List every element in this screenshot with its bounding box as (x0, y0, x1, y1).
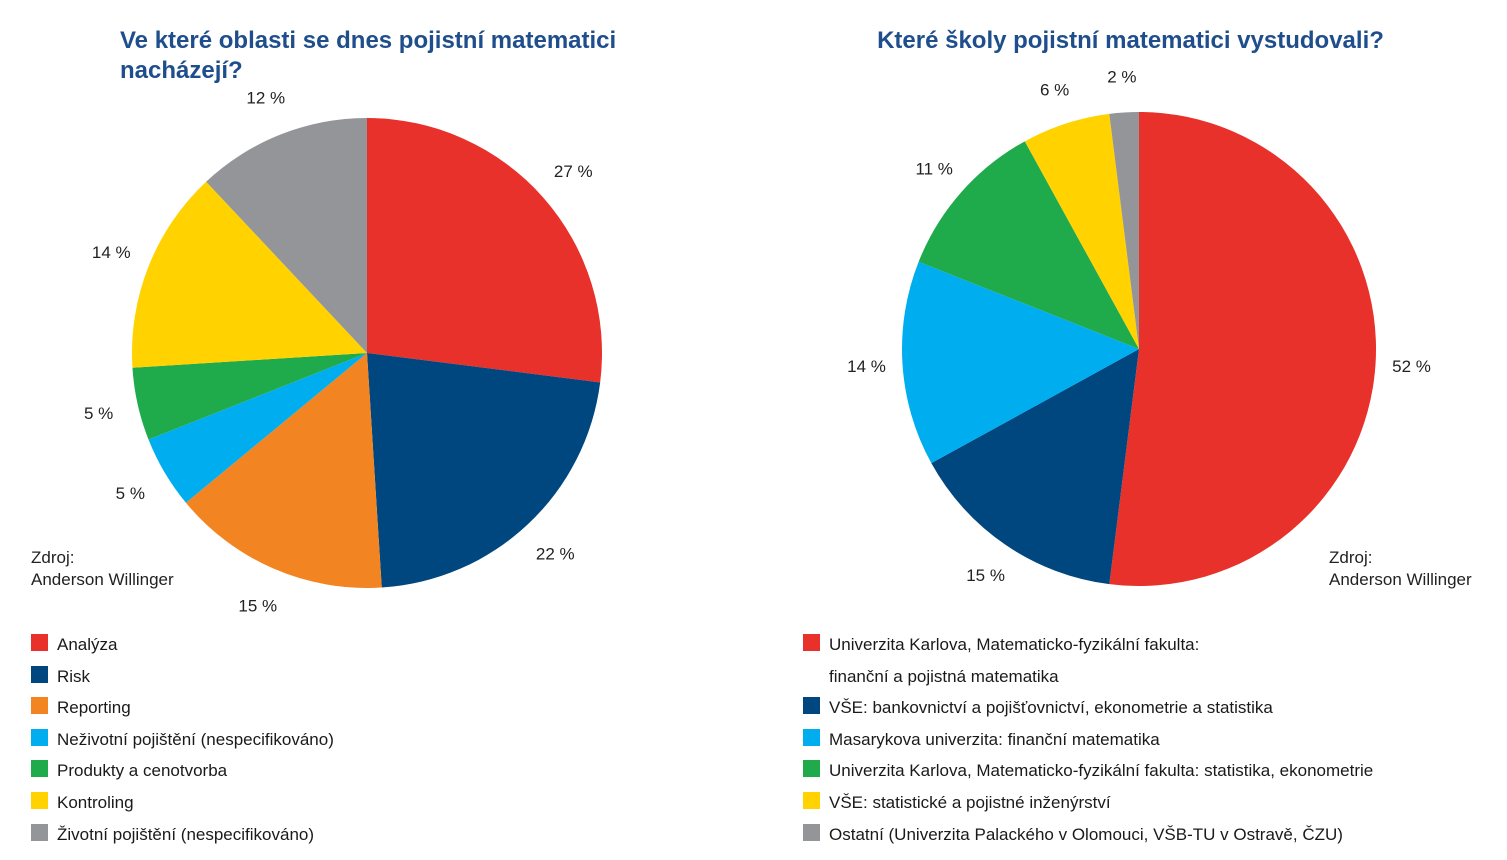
slice-value-label: 5 % (116, 484, 145, 503)
pie-chart: 27 % 22 % 15 % 5 % 5 % 14 % 12 % (84, 88, 603, 615)
slice-value-label: 12 % (246, 88, 285, 107)
legend-swatch (31, 665, 48, 683)
legend: Analýza Risk Reporting Neživotní pojištění … (31, 629, 334, 850)
legend-label: Životní pojištění (nespecifikováno) (57, 824, 315, 844)
slice-value-label: 6 % (1040, 80, 1069, 99)
legend-label: Univerzita Karlova, Matematicko-fyzikáln… (829, 761, 1374, 781)
pie-slice (148, 353, 367, 503)
pie-slice (1109, 112, 1139, 349)
pie-chart: 52 % 15 % 14 % 11 % 6 % 2 % (847, 68, 1431, 586)
legend: Univerzita Karlova, Matematicko-fyzikáln… (803, 629, 1373, 850)
slice-value-label: 15 % (238, 596, 277, 615)
legend-item: Univerzita Karlova, Matematicko-fyzikáln… (803, 755, 1373, 787)
pie-slice (206, 118, 367, 353)
legend-swatch (31, 728, 48, 746)
legend-label: Univerzita Karlova, Matematicko-fyzikáln… (829, 635, 1200, 654)
source-note: Zdroj: Anderson Willinger (1329, 547, 1472, 591)
slice-value-label: 52 % (1392, 357, 1431, 376)
legend-swatch (31, 697, 48, 715)
legend-label: Masarykova univerzita: finanční matemati… (829, 729, 1160, 749)
chart-right: Které školy pojistní matematici vystudov… (754, 0, 1507, 860)
source-label: Zdroj: (1329, 548, 1373, 567)
slice-value-label: 14 % (847, 357, 886, 376)
legend-label: Ostatní (Univerzita Palackého v Olomouci… (829, 824, 1343, 844)
pie-slice (901, 261, 1139, 464)
legend-label: VŠE: bankovnictví a pojišťovnictví, ekon… (829, 698, 1273, 718)
legend-swatch (31, 760, 48, 778)
slice-value-label: 5 % (84, 404, 113, 423)
legend-swatch (803, 760, 820, 778)
slice-value-label: 14 % (92, 243, 131, 262)
chart-title: Které školy pojistní matematici vystudov… (877, 27, 1384, 54)
slice-value-label: 27 % (554, 162, 593, 181)
legend-swatch (31, 634, 48, 651)
legend-swatch (803, 791, 820, 809)
legend-label: VŠE: statistické a pojistné inženýrství (829, 792, 1111, 812)
legend-label: Kontroling (57, 792, 134, 812)
legend-label: finanční a pojistná matematika (829, 666, 1059, 686)
pie-slice (1024, 113, 1139, 350)
legend-swatch (31, 823, 48, 841)
legend-item: Kontroling (31, 787, 334, 819)
legend-item: Produkty a cenotvorba (31, 755, 334, 787)
legend-item: Reporting (31, 692, 334, 724)
pie-slice (1109, 112, 1377, 586)
legend-item: Univerzita Karlova, Matematicko-fyzikáln… (803, 629, 1373, 692)
legend-item: Masarykova univerzita: finanční matemati… (803, 724, 1373, 756)
source-label: Zdroj: (31, 548, 75, 567)
legend-swatch (803, 823, 820, 841)
pie-slice (918, 141, 1139, 349)
legend-swatch (803, 634, 820, 651)
slice-value-label: 22 % (536, 545, 575, 564)
slice-value-label: 15 % (966, 566, 1005, 585)
source-name: Anderson Willinger (1329, 570, 1472, 589)
source-name: Anderson Willinger (31, 570, 174, 589)
legend-item: Životní pojištění (nespecifikováno) (31, 819, 334, 851)
pie-slice (131, 181, 367, 368)
slice-value-label: 2 % (1107, 68, 1136, 87)
legend-item: Risk (31, 661, 334, 693)
legend-item: Ostatní (Univerzita Palackého v Olomouci… (803, 819, 1373, 851)
legend-item: Neživotní pojištění (nespecifikováno) (31, 724, 334, 756)
legend-label: Produkty a cenotvorba (57, 761, 228, 781)
legend-swatch (31, 791, 48, 809)
pie-slice (185, 353, 382, 589)
legend-item: Analýza (31, 629, 334, 661)
legend-item: VŠE: bankovnictví a pojišťovnictví, ekon… (803, 692, 1373, 724)
chart-title: Ve které oblasti se dnes pojistní matema… (120, 27, 617, 84)
legend-label: Risk (57, 666, 91, 686)
pie-slice (367, 118, 603, 383)
chart-left: Ve které oblasti se dnes pojistní matema… (0, 0, 753, 860)
legend-label: Reporting (57, 698, 131, 718)
legend-label: Analýza (57, 635, 118, 654)
legend-swatch (803, 728, 820, 746)
pie-slice (931, 349, 1139, 585)
source-note: Zdroj: Anderson Willinger (31, 547, 174, 591)
pie-slice (132, 353, 367, 440)
legend-label: Neživotní pojištění (nespecifikováno) (57, 729, 334, 749)
legend-swatch (803, 697, 820, 715)
legend-item: VŠE: statistické a pojistné inženýrství (803, 787, 1373, 819)
pie-slice (367, 353, 601, 588)
slice-value-label: 11 % (915, 160, 953, 179)
